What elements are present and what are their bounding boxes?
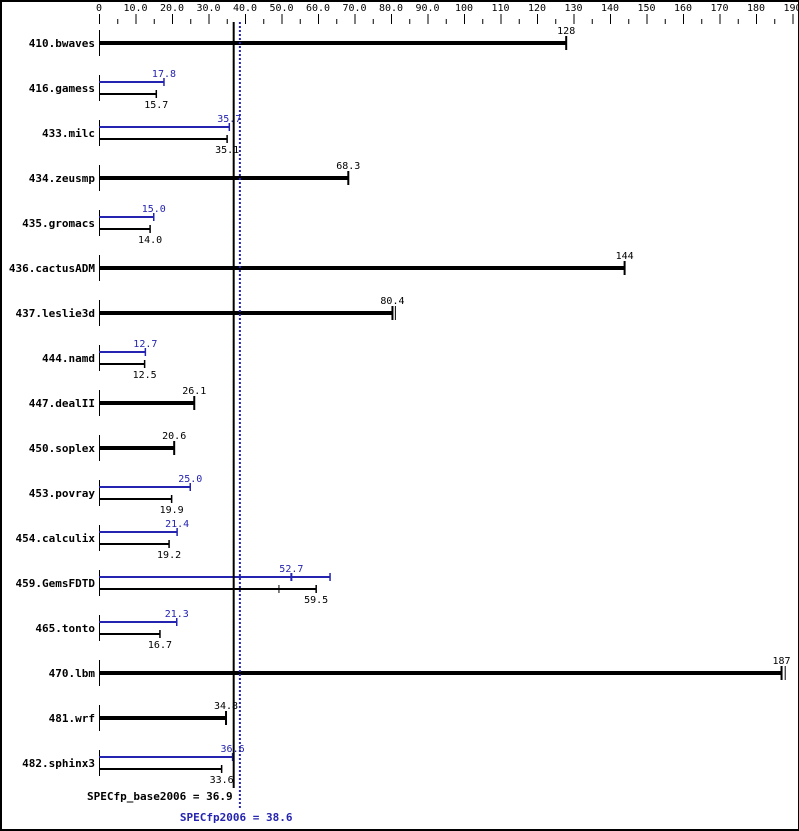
x-tick-label: 80.0 bbox=[379, 3, 403, 14]
base-value-label: 19.9 bbox=[160, 505, 184, 516]
x-tick-label: 170 bbox=[710, 3, 728, 14]
base-value-label: 80.4 bbox=[380, 296, 404, 307]
peak-value-label: 21.4 bbox=[165, 519, 189, 530]
benchmark-label: 433.milc bbox=[42, 127, 95, 140]
x-tick-label: 160 bbox=[674, 3, 692, 14]
benchmark-label: 465.tonto bbox=[35, 622, 95, 635]
x-tick-label: 110 bbox=[491, 3, 509, 14]
benchmark-label: 437.leslie3d bbox=[16, 307, 95, 320]
benchmark-label: 481.wrf bbox=[49, 712, 95, 725]
x-tick-label: 50.0 bbox=[269, 3, 293, 14]
peak-value-label: 15.0 bbox=[142, 204, 166, 215]
base-value-label: 68.3 bbox=[336, 161, 360, 172]
x-tick-label: 60.0 bbox=[306, 3, 330, 14]
peak-value-label: 21.3 bbox=[165, 609, 189, 620]
x-tick-label: 20.0 bbox=[160, 3, 184, 14]
benchmark-label: 436.cactusADM bbox=[9, 262, 95, 275]
peak-value-label: 25.0 bbox=[178, 474, 202, 485]
peak-summary-label: SPECfp2006 = 38.6 bbox=[180, 811, 293, 824]
benchmark-label: 416.gamess bbox=[29, 82, 95, 95]
benchmark-label: 447.dealII bbox=[29, 397, 95, 410]
x-tick-label: 30.0 bbox=[196, 3, 220, 14]
base-value-label: 16.7 bbox=[148, 640, 172, 651]
base-summary-label: SPECfp_base2006 = 36.9 bbox=[87, 790, 233, 803]
x-tick-label: 0 bbox=[96, 3, 102, 14]
base-value-label: 59.5 bbox=[304, 595, 328, 606]
x-tick-label: 40.0 bbox=[233, 3, 257, 14]
base-value-label: 19.2 bbox=[157, 550, 181, 561]
x-tick-label: 90.0 bbox=[415, 3, 439, 14]
base-value-label: 34.8 bbox=[214, 701, 238, 712]
x-tick-label: 70.0 bbox=[342, 3, 366, 14]
x-tick-label: 190 bbox=[783, 3, 799, 14]
peak-value-label: 52.7 bbox=[279, 564, 303, 575]
x-tick-label: 10.0 bbox=[123, 3, 147, 14]
benchmark-label: 410.bwaves bbox=[29, 37, 95, 50]
base-value-label: 128 bbox=[557, 26, 575, 37]
benchmark-label: 454.calculix bbox=[16, 532, 96, 545]
benchmark-label: 453.povray bbox=[29, 487, 96, 500]
x-tick-label: 100 bbox=[455, 3, 473, 14]
benchmark-label: 459.GemsFDTD bbox=[16, 577, 96, 590]
base-value-label: 35.1 bbox=[215, 145, 239, 156]
x-tick-label: 150 bbox=[637, 3, 655, 14]
base-value-label: 14.0 bbox=[138, 235, 162, 246]
base-value-label: 12.5 bbox=[133, 370, 157, 381]
benchmark-label: 434.zeusmp bbox=[29, 172, 96, 185]
peak-value-label: 35.7 bbox=[217, 114, 241, 125]
peak-value-label: 36.6 bbox=[221, 744, 245, 755]
base-value-label: 144 bbox=[616, 251, 634, 262]
base-value-label: 33.6 bbox=[210, 775, 234, 786]
x-tick-label: 120 bbox=[528, 3, 546, 14]
benchmark-label: 470.lbm bbox=[49, 667, 96, 680]
x-tick-label: 140 bbox=[601, 3, 619, 14]
benchmark-label: 444.namd bbox=[42, 352, 95, 365]
base-value-label: 26.1 bbox=[182, 386, 206, 397]
base-value-label: 187 bbox=[773, 656, 791, 667]
x-tick-label: 130 bbox=[564, 3, 582, 14]
benchmark-label: 482.sphinx3 bbox=[22, 757, 95, 770]
benchmark-label: 435.gromacs bbox=[22, 217, 95, 230]
peak-value-label: 12.7 bbox=[133, 339, 157, 350]
x-tick-label: 180 bbox=[747, 3, 765, 14]
base-value-label: 20.6 bbox=[162, 431, 186, 442]
peak-value-label: 17.8 bbox=[152, 69, 176, 80]
benchmark-label: 450.soplex bbox=[29, 442, 96, 455]
base-value-label: 15.7 bbox=[144, 100, 168, 111]
